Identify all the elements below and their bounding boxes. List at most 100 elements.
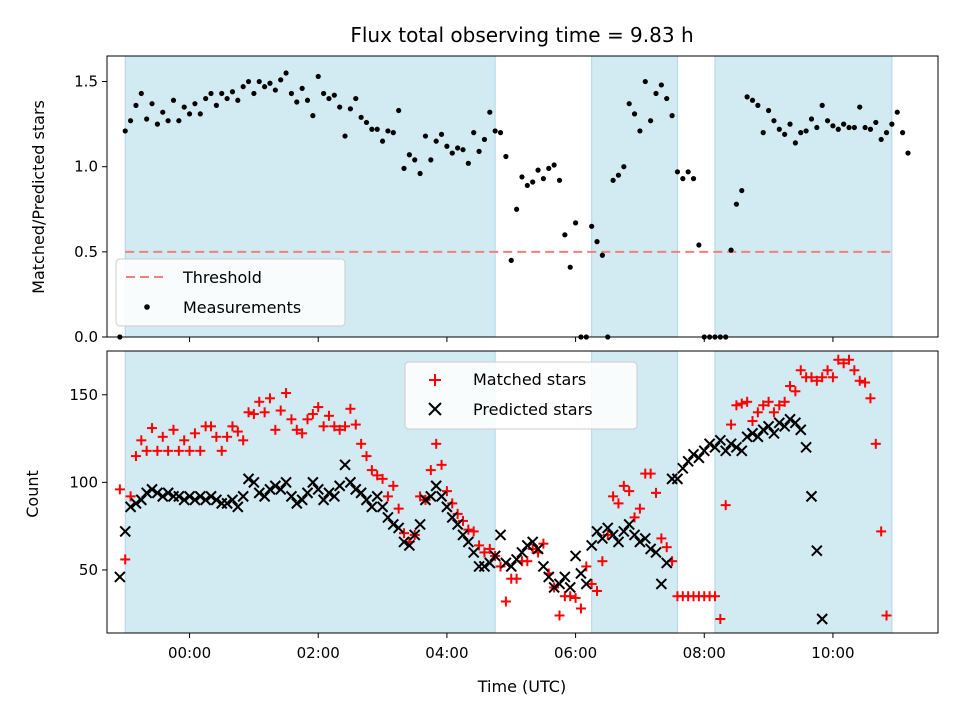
- predicted-stars-point: [655, 578, 668, 590]
- predicted-stars-point: [650, 546, 662, 559]
- measurement-point: [326, 95, 332, 102]
- predicted-stars-point: [489, 550, 501, 562]
- predicted-stars-point: [312, 483, 324, 496]
- measurement-point: [347, 106, 354, 112]
- predicted-stars-point: [376, 501, 389, 513]
- matched-stars-point: [479, 547, 490, 558]
- matched-stars-point: [270, 424, 281, 435]
- matched-stars-point: [248, 409, 259, 420]
- measurement-point: [288, 90, 295, 97]
- predicted-stars-point: [355, 487, 367, 499]
- predicted-stars-point: [757, 424, 769, 436]
- matched-stars-point: [650, 487, 661, 498]
- measurement-point: [792, 140, 798, 146]
- measurement-point: [867, 126, 874, 132]
- measurement-point: [219, 90, 225, 97]
- matched-stars-point: [586, 578, 597, 589]
- matched-stars-point: [388, 480, 399, 491]
- predicted-stars-point: [457, 529, 469, 541]
- measurement-point: [337, 104, 343, 110]
- matched-stars-point: [736, 398, 747, 409]
- predicted-stars-point: [317, 494, 330, 506]
- measurement-point: [755, 102, 761, 108]
- matched-stars-point: [538, 538, 549, 549]
- predicted-stars-points: [114, 413, 828, 625]
- measurement-point: [197, 111, 203, 117]
- matched-stars-point: [870, 438, 881, 449]
- measurement-point: [567, 264, 573, 270]
- predicted-stars-point: [232, 501, 244, 513]
- measurement-point: [728, 247, 734, 253]
- matched-stars-point: [806, 372, 817, 383]
- predicted-stars-point: [693, 452, 705, 464]
- matched-stars-point: [779, 396, 790, 407]
- measurement-point: [535, 167, 541, 173]
- predicted-stars-point: [462, 536, 475, 548]
- measurement-point: [540, 176, 547, 182]
- predicted-stars-point: [548, 581, 560, 594]
- measurement-point: [203, 95, 209, 102]
- matched-stars-point: [581, 561, 592, 572]
- top-legend-box: [115, 258, 346, 327]
- matched-stars-point: [136, 435, 147, 446]
- predicted-stars-point: [210, 494, 223, 506]
- observing-interval-1: [591, 55, 678, 338]
- matched-stars-point: [264, 393, 275, 404]
- measurement-point: [648, 118, 654, 124]
- matched-stars-point: [431, 438, 442, 449]
- matched-stars-point: [302, 414, 313, 425]
- predicted-stars-point: [543, 571, 555, 583]
- predicted-stars-point: [494, 529, 507, 541]
- measurement-point: [771, 118, 777, 124]
- predicted-stars-point: [258, 490, 271, 503]
- matched-stars-point: [130, 451, 141, 462]
- predicted-stars-point: [677, 462, 689, 475]
- measurement-point: [149, 101, 155, 107]
- x-tick-label: 08:00: [683, 644, 726, 662]
- measurement-point: [460, 147, 466, 153]
- predicted-stars-point: [451, 518, 464, 531]
- measurement-point: [401, 165, 407, 171]
- predicted-stars-point: [789, 417, 802, 429]
- predicted-stars-point: [382, 511, 394, 524]
- measurement-point: [889, 121, 895, 127]
- measurement-point: [310, 113, 316, 119]
- ratio-panel: 0.0 0.5 1.0 1.5 Flux total observing time =…: [29, 23, 939, 346]
- measurement-point: [508, 257, 514, 263]
- matched-stars-point: [597, 556, 608, 567]
- matched-stars-point: [195, 445, 206, 456]
- measurement-point: [154, 121, 160, 127]
- matched-stars-point: [565, 591, 576, 602]
- y-tick-label: 1.0: [74, 158, 98, 176]
- measurement-point: [621, 164, 627, 170]
- matched-stars-point: [329, 421, 340, 432]
- threshold-legend-label: Threshold: [182, 268, 262, 287]
- predicted-stars-point: [296, 494, 308, 506]
- predicted-stars-point: [333, 480, 346, 492]
- measurement-point: [481, 136, 488, 143]
- matched-stars-point: [854, 375, 865, 386]
- predicted-stars-point: [146, 483, 158, 496]
- matched-stars-points: [114, 354, 892, 624]
- predicted-stars-point: [237, 490, 249, 503]
- bottom-y-axis-label: Count: [23, 470, 42, 518]
- predicted-stars-point: [387, 518, 400, 531]
- observing-interval-2: [714, 350, 893, 634]
- matched-stars-point: [286, 414, 297, 425]
- predicted-stars-point: [762, 420, 775, 433]
- measurement-point: [315, 73, 321, 80]
- measurement-point: [782, 131, 788, 137]
- measurement-point: [653, 90, 659, 97]
- matched-stars-point: [860, 377, 871, 388]
- x-tick-label: 10:00: [811, 644, 854, 662]
- measurement-point: [776, 126, 782, 132]
- measurement-point: [229, 89, 236, 95]
- matched-stars-point: [720, 500, 731, 511]
- predicted-stars-point: [360, 494, 373, 506]
- measurement-point: [465, 160, 471, 166]
- measurement-point: [240, 84, 246, 90]
- matched-stars-point: [452, 508, 463, 519]
- bottom-y-ticks: 50 100 150: [69, 386, 107, 579]
- measurement-point: [814, 124, 820, 131]
